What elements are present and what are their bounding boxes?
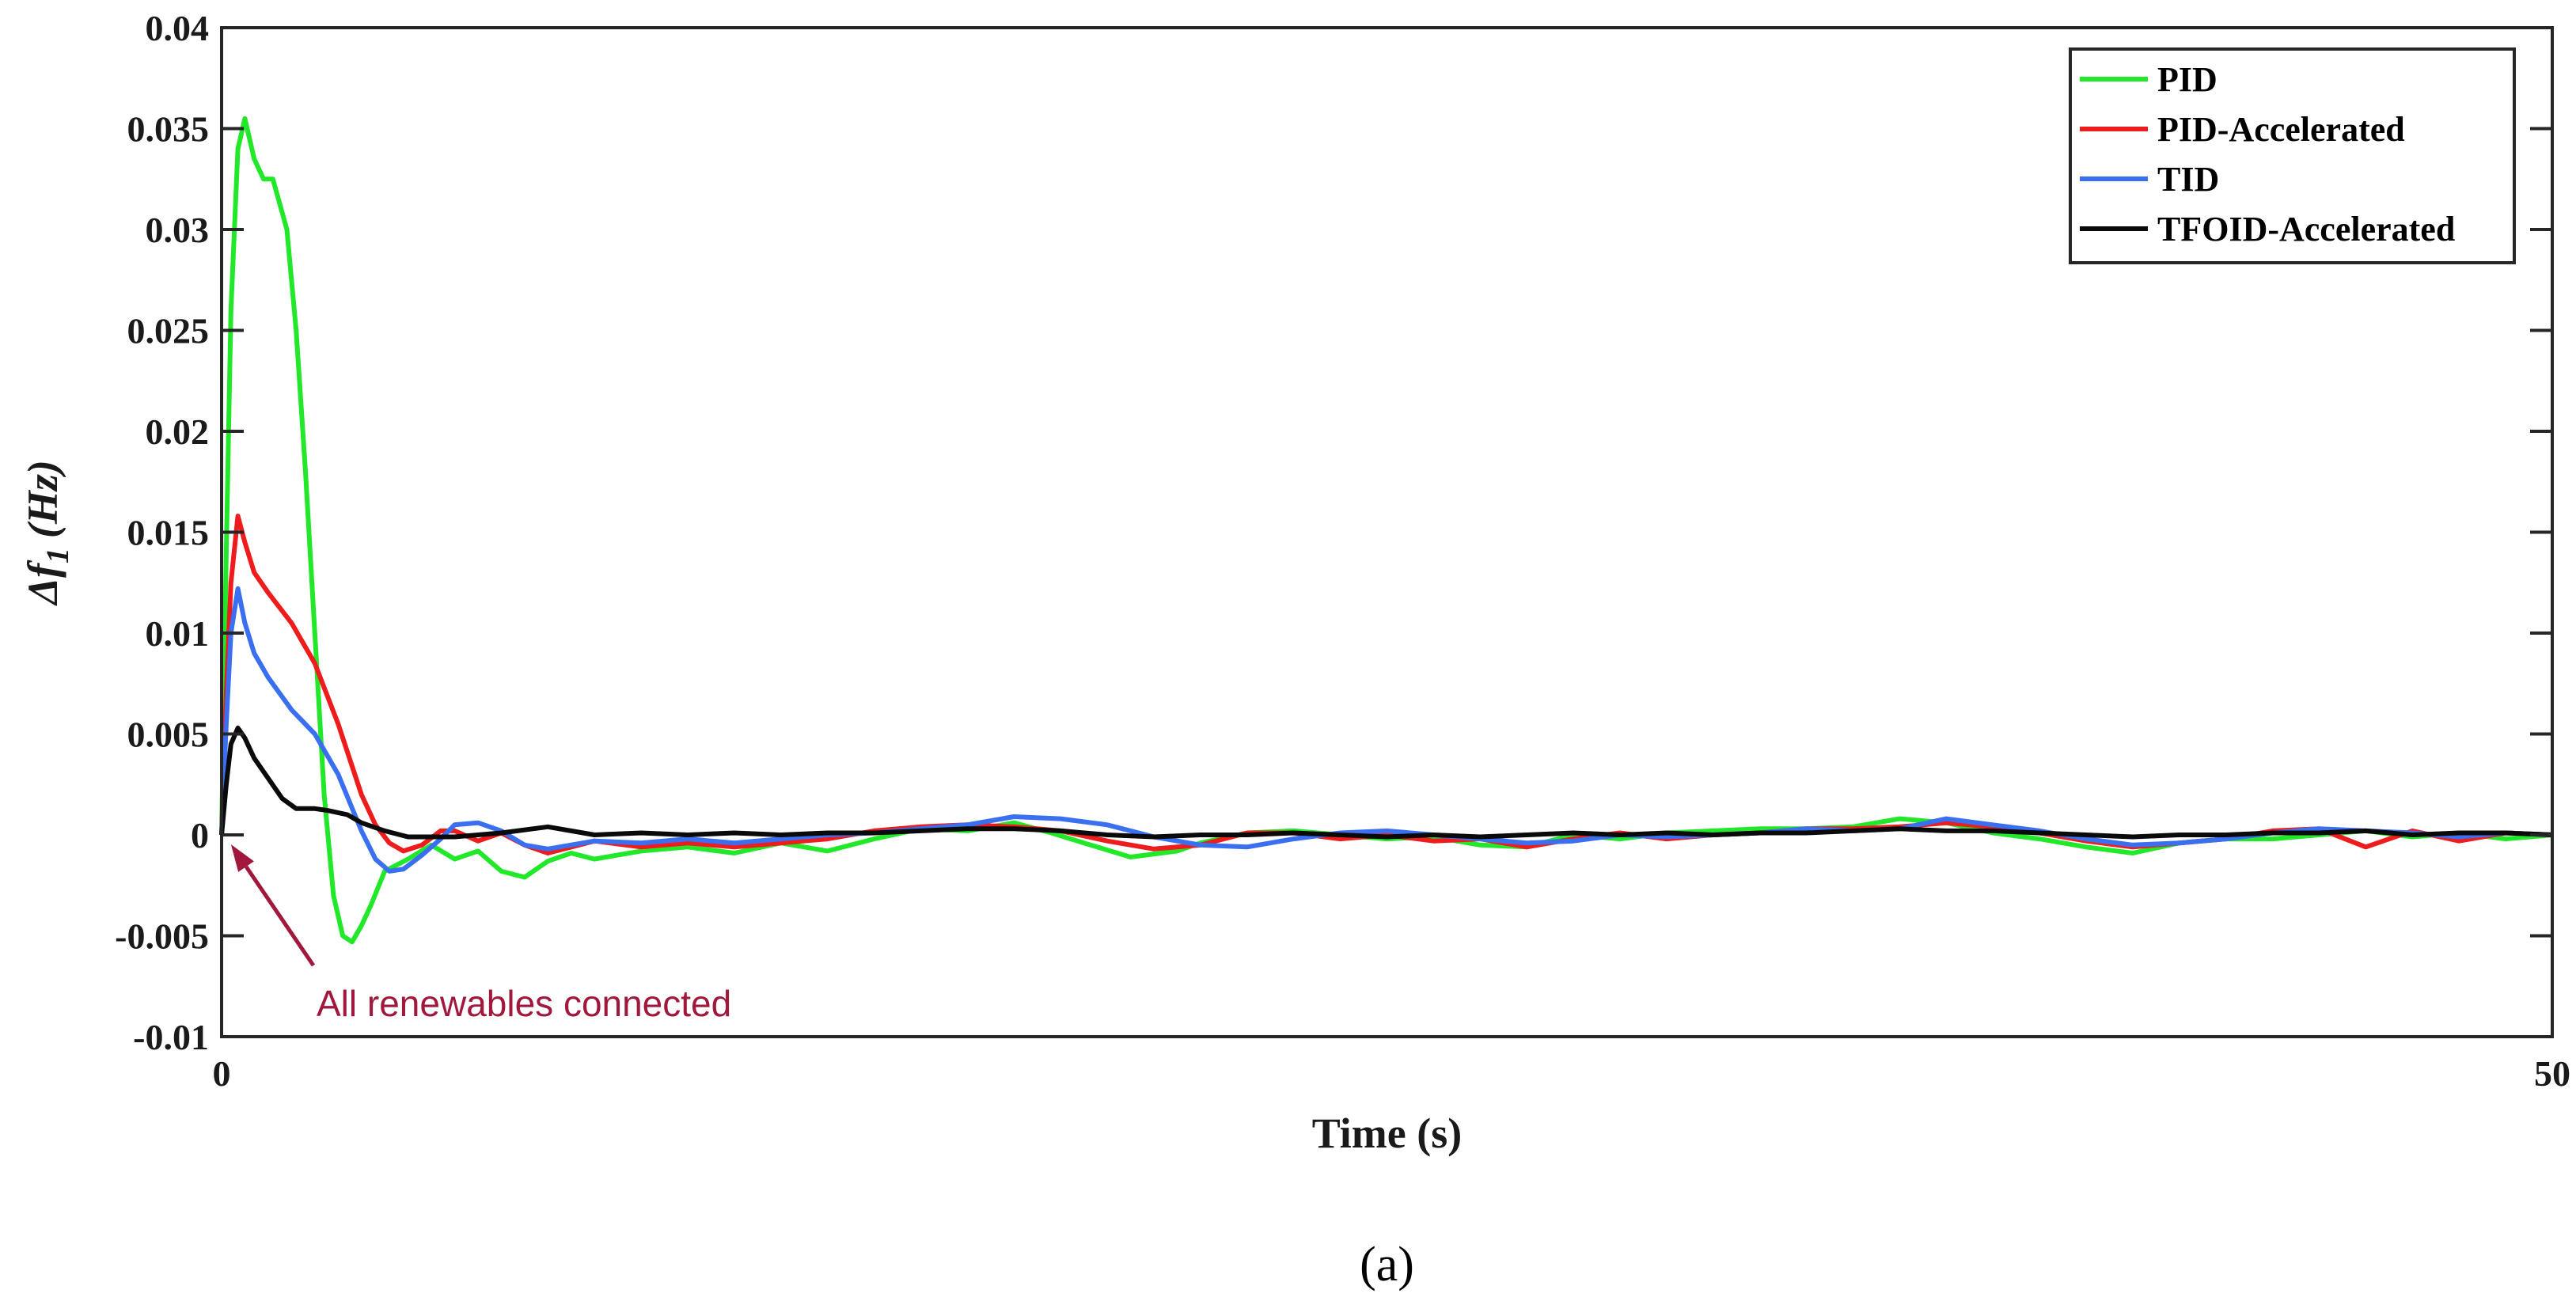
legend: PID PID-Accelerated TID TFOID-Accelerated [2069, 47, 2516, 264]
y-tick-label: 0.035 [127, 109, 210, 150]
x-axis-label: Time (s) [1312, 1109, 1462, 1157]
y-tick-label: -0.005 [115, 916, 209, 957]
y-tick-label: 0.02 [146, 412, 210, 452]
annotation-arrowhead [230, 844, 254, 872]
series-layer [219, 116, 2553, 945]
y-tick-label: 0.01 [146, 613, 210, 654]
y-tick-label: 0.015 [127, 513, 210, 553]
y-tick-label: 0.03 [146, 210, 210, 250]
y-axis-label: Δf1 (Hz) [19, 460, 75, 606]
legend-label: PID-Accelerated [2157, 110, 2405, 149]
y-axis-label-subscript: 1 [40, 548, 75, 563]
legend-label: TFOID-Accelerated [2157, 210, 2455, 248]
y-tick-label: 0.025 [127, 311, 210, 351]
annotation-text: All renewables connected [317, 983, 731, 1024]
legend-label: TID [2157, 160, 2219, 199]
series-line-4 [219, 725, 2553, 840]
x-tick-label: 0 [213, 1053, 231, 1094]
y-tick-label: -0.01 [133, 1017, 209, 1057]
x-tick-label: 50 [2534, 1053, 2570, 1094]
legend-label: PID [2157, 60, 2217, 99]
y-axis-label-prefix: Δf [19, 559, 66, 606]
annotation-arrow [244, 865, 316, 967]
figure-caption: (a) [1360, 1238, 1414, 1292]
y-tick-label: 0.005 [127, 715, 210, 755]
y-tick-label: 0 [191, 815, 209, 855]
tick-layer: -0.01 -0.005 0 0.005 0.01 0.015 0.02 0.025 0.03 0… [115, 8, 2570, 1094]
series-line-2 [219, 514, 2553, 855]
annotation: All renewables connected [230, 844, 731, 1024]
y-tick-label: 0.04 [146, 8, 210, 48]
y-axis-label-unit: (Hz) [19, 460, 66, 538]
